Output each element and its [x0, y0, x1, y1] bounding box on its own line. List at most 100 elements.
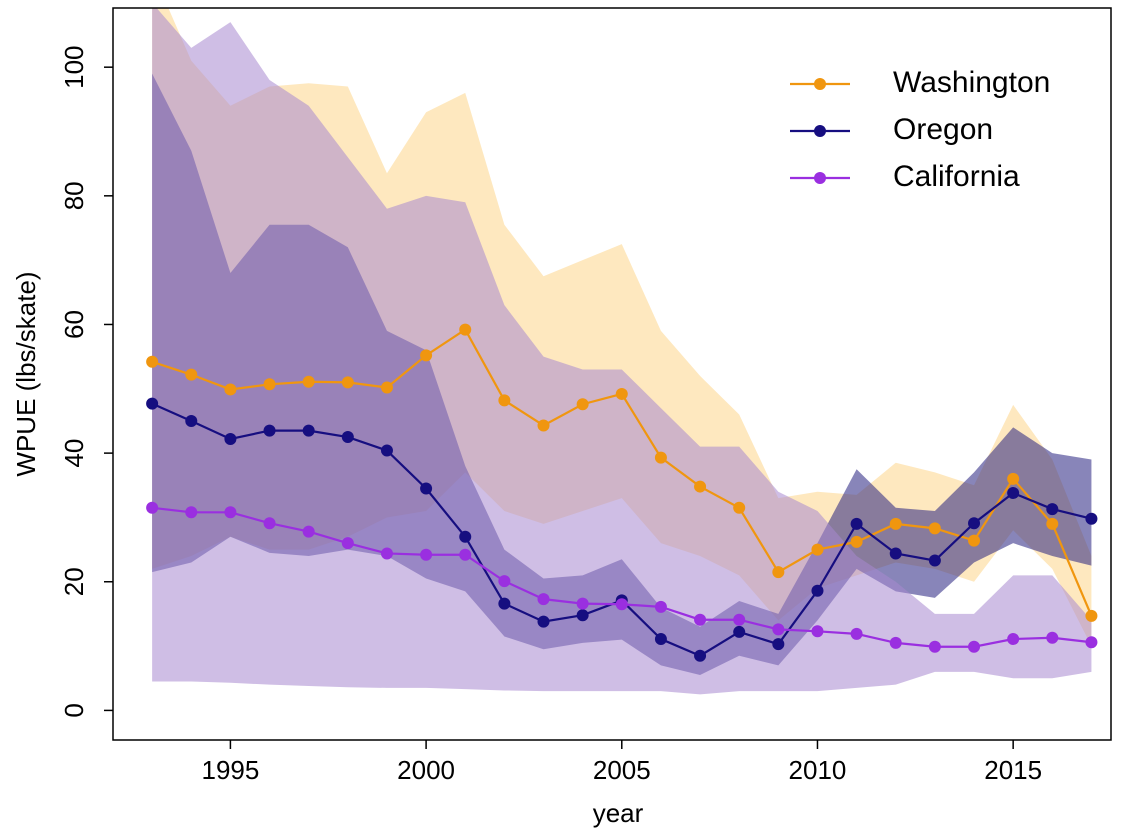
- data-point: [733, 613, 746, 626]
- data-point: [1046, 503, 1059, 516]
- data-point: [615, 598, 628, 611]
- y-tick-label: 60: [59, 310, 89, 339]
- data-point: [811, 543, 824, 556]
- data-point: [654, 600, 667, 613]
- data-point: [380, 381, 393, 394]
- data-point: [1085, 512, 1098, 525]
- data-point: [537, 593, 550, 606]
- data-point: [341, 376, 354, 389]
- data-point: [1046, 517, 1059, 530]
- data-point: [420, 349, 433, 362]
- data-point: [889, 517, 902, 530]
- data-point: [1085, 609, 1098, 622]
- x-tick-label: 1995: [201, 755, 259, 785]
- data-point: [185, 368, 198, 381]
- data-point: [811, 584, 824, 597]
- y-tick-label: 0: [59, 703, 89, 717]
- legend: Washington Oregon California: [790, 66, 1050, 193]
- data-point: [263, 424, 276, 437]
- x-axis-title: year: [593, 798, 644, 828]
- data-point: [694, 649, 707, 662]
- data-point: [185, 414, 198, 427]
- plot-frame: [112, 7, 1112, 741]
- y-axis-title: WPUE (lbs/skate): [11, 271, 41, 476]
- data-point: [889, 547, 902, 560]
- data-point: [302, 525, 315, 538]
- data-point: [576, 609, 589, 622]
- data-point: [146, 397, 159, 410]
- data-point: [889, 636, 902, 649]
- data-point: [224, 383, 237, 396]
- x-tick-label: 2000: [397, 755, 455, 785]
- data-point: [850, 517, 863, 530]
- data-point: [772, 566, 785, 579]
- data-point: [341, 431, 354, 444]
- data-point: [928, 640, 941, 653]
- data-point: [146, 355, 159, 368]
- y-tick-label: 100: [59, 45, 89, 88]
- data-point: [498, 575, 511, 588]
- data-point: [968, 517, 981, 530]
- y-tick-label: 20: [59, 567, 89, 596]
- data-point: [850, 627, 863, 640]
- data-point: [420, 548, 433, 561]
- x-tick-label: 2015: [984, 755, 1042, 785]
- data-point: [654, 633, 667, 646]
- data-point: [772, 623, 785, 636]
- data-point: [928, 554, 941, 567]
- data-point: [302, 375, 315, 388]
- data-point: [576, 597, 589, 610]
- data-point: [968, 640, 981, 653]
- y-tick-label: 80: [59, 181, 89, 210]
- data-point: [576, 398, 589, 411]
- legend-label: California: [893, 160, 1020, 193]
- data-point: [733, 625, 746, 638]
- data-point: [694, 613, 707, 626]
- data-point: [459, 323, 472, 336]
- data-point: [733, 501, 746, 514]
- data-point: [537, 615, 550, 628]
- data-point: [615, 387, 628, 400]
- data-point: [968, 534, 981, 547]
- data-point: [498, 394, 511, 407]
- data-point: [1007, 633, 1020, 646]
- data-point: [1007, 472, 1020, 485]
- legend-marker: [814, 172, 826, 184]
- bands: [152, 8, 1092, 695]
- data-point: [224, 432, 237, 445]
- data-point: [928, 522, 941, 535]
- data-point: [185, 506, 198, 519]
- confidence-band: [152, 8, 1092, 695]
- data-point: [420, 482, 433, 495]
- x-tick-label: 2005: [593, 755, 651, 785]
- data-point: [772, 638, 785, 651]
- data-point: [1085, 636, 1098, 649]
- data-point: [498, 597, 511, 610]
- data-point: [380, 444, 393, 457]
- data-point: [459, 548, 472, 561]
- data-point: [341, 537, 354, 550]
- legend-marker: [814, 125, 826, 137]
- axes: 0 20 40 60 80 100 1995 2000 2005 2010 2015: [59, 45, 1042, 784]
- lines: [146, 323, 1098, 662]
- data-point: [380, 547, 393, 560]
- data-point: [263, 378, 276, 391]
- legend-label: Washington: [893, 66, 1050, 99]
- x-tick-label: 2010: [789, 755, 847, 785]
- data-point: [811, 625, 824, 638]
- data-point: [146, 501, 159, 514]
- data-point: [1007, 486, 1020, 499]
- data-point: [654, 451, 667, 464]
- data-point: [537, 419, 550, 432]
- legend-label: Oregon: [893, 113, 993, 146]
- data-point: [459, 530, 472, 543]
- data-point: [263, 517, 276, 530]
- data-point: [224, 506, 237, 519]
- data-point: [850, 535, 863, 548]
- y-tick-label: 40: [59, 439, 89, 468]
- data-point: [694, 480, 707, 493]
- legend-marker: [814, 78, 826, 90]
- data-point: [1046, 631, 1059, 644]
- data-point: [302, 424, 315, 437]
